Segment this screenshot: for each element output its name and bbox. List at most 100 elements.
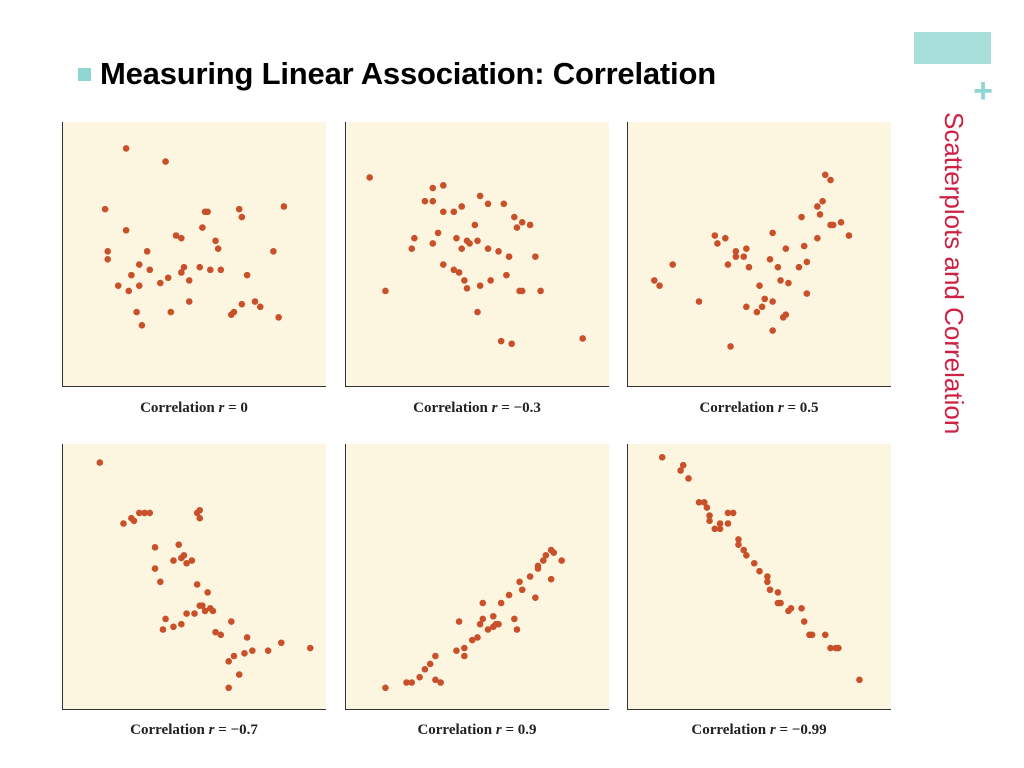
scatter-point <box>489 612 497 620</box>
caption-prefix: Correlation <box>140 400 215 416</box>
caption-var: r <box>218 400 225 416</box>
scatter-point <box>170 623 177 631</box>
square-bullet-icon <box>78 67 91 81</box>
scatter-point <box>819 197 826 205</box>
caption-2: Correlation r = 0.5 <box>627 400 891 417</box>
scatter-point <box>277 639 285 647</box>
scatter-point <box>724 509 732 517</box>
scatter-point <box>243 271 251 279</box>
scatter-point <box>727 343 734 350</box>
scatter-point <box>122 226 130 234</box>
scatter-point <box>458 203 466 210</box>
scatter-point <box>461 652 468 660</box>
scatter-point <box>511 615 518 623</box>
scatter-svg <box>366 174 586 348</box>
scatter-point <box>814 234 821 242</box>
scatter-point <box>700 499 708 506</box>
scatter-point <box>829 221 837 229</box>
scatter-point <box>453 647 460 654</box>
scatter-point <box>479 599 487 607</box>
scatter-point <box>243 634 251 641</box>
scatter-point <box>366 174 373 181</box>
scatter-point <box>416 673 423 681</box>
scatter-point <box>735 536 742 543</box>
caption-var: r <box>208 722 215 738</box>
scatter-point <box>463 285 471 292</box>
scatter-point <box>518 586 526 594</box>
scatter-point <box>238 213 246 221</box>
scatter-point <box>455 618 463 625</box>
scatter-point <box>167 308 175 316</box>
scatter-point <box>429 197 437 205</box>
scatter-point <box>518 219 526 226</box>
scatter-point <box>235 205 243 213</box>
scatter-point <box>170 557 177 564</box>
scatter-point <box>172 232 180 239</box>
scatter-point <box>426 660 434 668</box>
scatter-point <box>440 208 447 216</box>
scatter-point <box>516 578 523 586</box>
scatter-point <box>193 581 201 588</box>
scatter-point <box>474 237 481 245</box>
scatter-point <box>188 557 196 564</box>
scatter-point <box>382 684 389 692</box>
scatter-point <box>256 303 264 311</box>
scatter-point <box>550 549 558 556</box>
scatter-point <box>241 650 248 657</box>
scatter-point <box>808 631 816 639</box>
scatter-point <box>411 234 418 242</box>
scatter-point <box>703 504 711 511</box>
scatter-point <box>845 232 853 239</box>
scatter-point <box>463 237 471 245</box>
scatter-point <box>141 509 148 517</box>
scatter-point <box>178 269 185 276</box>
scatter-point <box>217 266 225 274</box>
scatter-point <box>500 200 508 208</box>
scatter-point <box>264 647 272 654</box>
scatter-point <box>230 308 238 316</box>
scatter-point <box>114 282 122 289</box>
scatter-point <box>724 520 732 527</box>
scatter-point <box>146 509 154 517</box>
scatterplot-r-neg-0-3 <box>345 122 609 387</box>
caption-3: Correlation r = −0.7 <box>62 722 326 739</box>
scatter-point <box>199 224 206 231</box>
scatter-point <box>706 512 713 519</box>
scatter-point <box>532 594 539 601</box>
scatter-point <box>821 171 829 179</box>
scatter-point <box>800 242 808 250</box>
scatter-point <box>787 605 795 612</box>
side-title: Scatterplots and Correlation <box>939 112 969 435</box>
scatter-point <box>204 589 211 596</box>
scatter-point <box>764 578 771 586</box>
scatter-point <box>104 255 112 263</box>
scatter-point <box>408 679 416 686</box>
scatter-point <box>471 221 479 229</box>
caption-var: r <box>777 400 784 416</box>
scatter-point <box>180 552 188 559</box>
title-row: Measuring Linear Association: Correlatio… <box>78 54 716 94</box>
scatter-point <box>468 636 476 644</box>
scatter-point <box>484 245 492 253</box>
scatter-point <box>774 263 782 271</box>
scatter-point <box>729 509 737 517</box>
scatter-point <box>518 287 526 295</box>
scatter-point <box>474 308 481 316</box>
scatter-point <box>735 541 742 548</box>
scatter-point <box>513 626 521 633</box>
scatter-point <box>724 261 732 268</box>
scatter-svg <box>658 453 863 684</box>
scatter-point <box>461 277 468 284</box>
scatter-point <box>505 253 513 260</box>
scatter-point <box>183 610 190 617</box>
scatter-point <box>803 290 811 297</box>
scatter-point <box>201 208 209 216</box>
scatter-point <box>429 184 437 192</box>
scatter-point <box>196 514 204 522</box>
scatter-point <box>795 263 803 271</box>
scatter-point <box>193 509 201 517</box>
scatter-point <box>164 274 172 282</box>
scatter-svg <box>101 145 288 329</box>
scatter-point <box>228 618 235 625</box>
scatter-point <box>803 258 811 266</box>
